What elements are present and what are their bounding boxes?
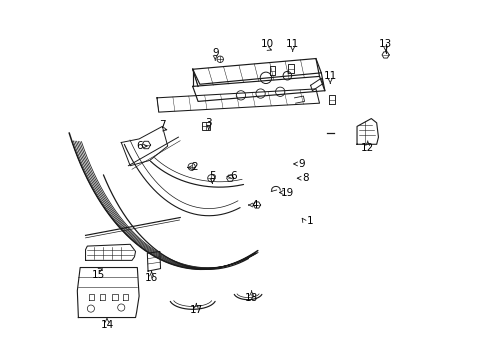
Text: 4: 4 — [251, 200, 258, 210]
Text: 9: 9 — [298, 159, 305, 169]
Bar — [202, 122, 210, 130]
Text: 6: 6 — [230, 171, 237, 181]
Text: 18: 18 — [244, 293, 258, 303]
Text: 13: 13 — [378, 39, 391, 49]
Text: 6: 6 — [136, 141, 142, 151]
Text: 3: 3 — [205, 118, 212, 128]
Text: 9: 9 — [211, 48, 218, 58]
Text: 1: 1 — [306, 216, 313, 226]
Text: 15: 15 — [92, 270, 105, 280]
Text: 11: 11 — [323, 71, 336, 81]
Text: 14: 14 — [100, 320, 113, 330]
Text: 7: 7 — [159, 120, 165, 130]
Text: 17: 17 — [189, 305, 203, 315]
Text: 2: 2 — [191, 162, 198, 172]
Text: 8: 8 — [301, 173, 308, 183]
Text: 16: 16 — [145, 273, 158, 283]
Text: 12: 12 — [360, 143, 374, 153]
Text: 19: 19 — [280, 188, 293, 198]
Text: 5: 5 — [208, 171, 215, 181]
Text: 10: 10 — [261, 39, 274, 49]
Text: 11: 11 — [285, 39, 299, 49]
